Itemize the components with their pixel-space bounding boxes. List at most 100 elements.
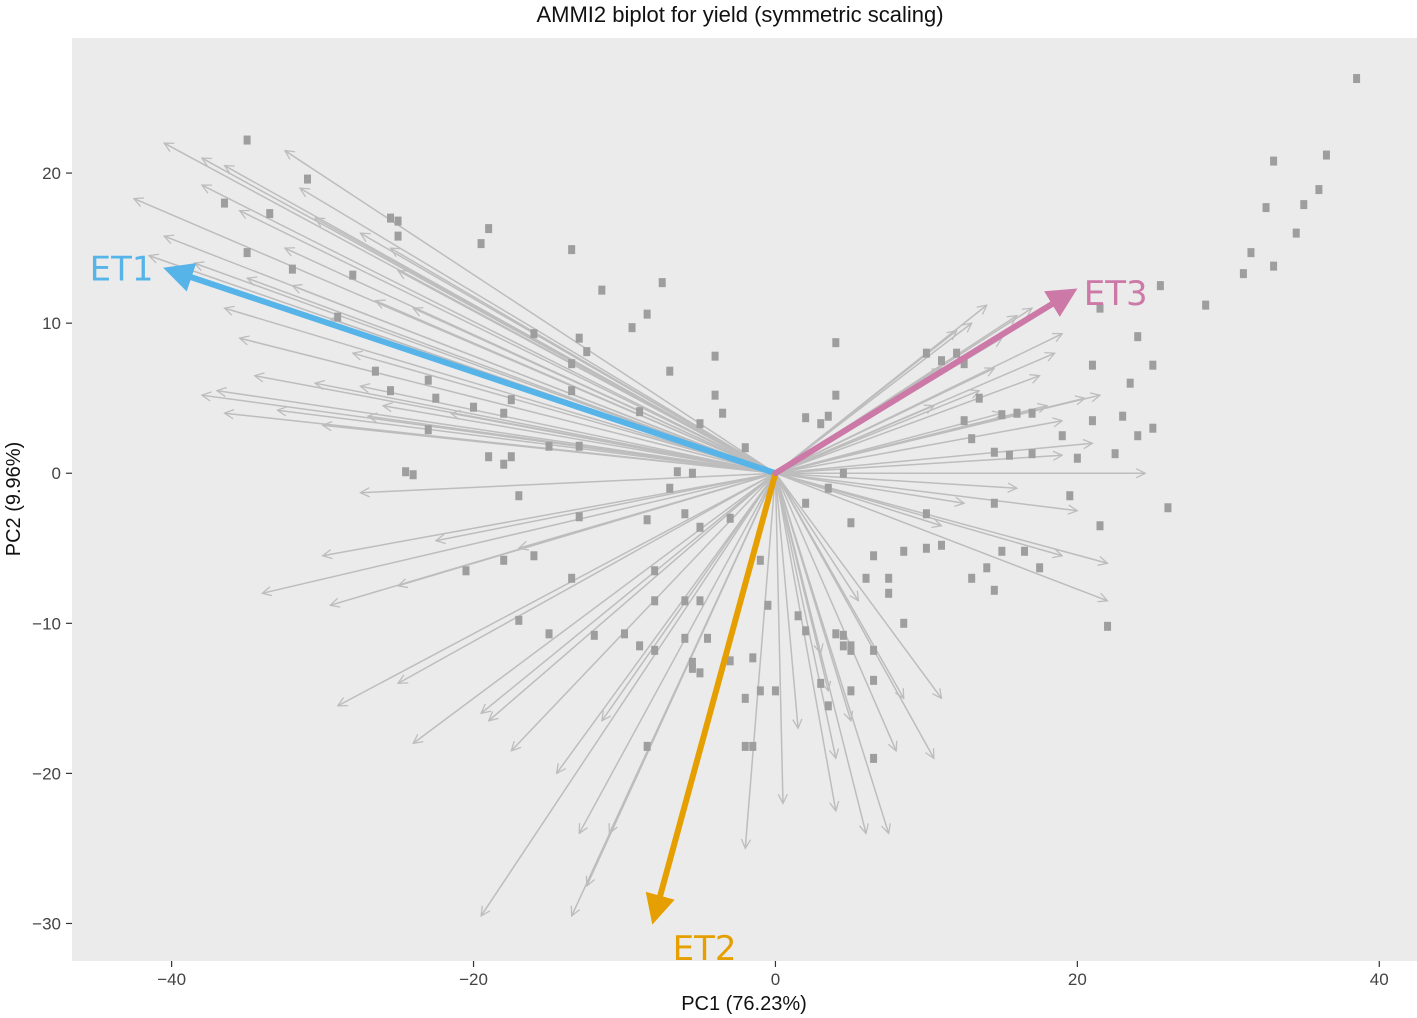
genotype-vector [774,473,783,803]
genotype-point [870,551,878,561]
genotype-vector [775,472,1062,556]
genotype-point [243,135,251,145]
genotype-point [666,366,674,376]
genotype-point [424,425,432,435]
genotype-point [741,741,749,751]
genotype-vector [451,413,776,474]
genotype-point [371,366,379,376]
genotype-points [220,74,1361,763]
genotype-point [500,555,508,565]
genotype-point [545,441,553,451]
genotype-vector [481,472,777,916]
environment-vectors: ET1 ET2 ET3 [90,250,1148,969]
genotype-point [802,626,810,636]
genotype-point [794,611,802,621]
genotype-point [666,483,674,493]
genotype-vector [285,248,776,474]
genotype-point [802,498,810,508]
genotype-point [688,657,696,667]
genotype-point [432,393,440,403]
genotype-point [990,498,998,508]
genotype-point [990,447,998,457]
genotype-point [1292,228,1300,238]
genotype-point [937,356,945,366]
genotype-point [764,600,772,610]
genotype-point [1126,378,1134,388]
genotype-point [568,573,576,583]
x-tick-label: 20 [1068,970,1087,989]
genotype-point [756,555,764,565]
genotype-vector [775,472,1077,511]
genotype-vector [315,383,776,474]
genotype-point [847,686,855,696]
genotype-point [900,618,908,628]
genotype-point [711,390,719,400]
genotype-point [983,563,991,573]
genotype-point [696,419,704,429]
genotype-point [1149,360,1157,370]
genotype-vector [413,472,776,743]
genotype-vector [775,472,1017,488]
chart-title: AMMI2 biplot for yield (symmetric scalin… [536,2,944,27]
genotype-point [387,213,395,223]
genotype-vector [202,184,776,474]
genotype-point [598,285,606,295]
genotype-point [651,645,659,655]
genotype-vector [353,353,776,474]
genotype-vector [368,416,776,474]
genotype-point [998,546,1006,556]
y-tick-label: −10 [32,614,61,633]
genotype-vector [262,472,776,593]
env-label-et2: ET2 [673,929,737,969]
genotype-point [832,390,840,400]
genotype-point [1247,248,1255,258]
genotype-vector [398,271,776,474]
genotype-point [832,629,840,639]
genotype-point [628,323,636,333]
genotype-point [424,375,432,385]
y-tick-label: −20 [32,764,61,783]
genotype-point [1104,621,1112,631]
genotype-point [1149,423,1157,433]
genotype-vector [774,472,858,601]
genotype-vector [745,473,777,848]
genotype-vector [360,472,776,493]
genotype-point [485,224,493,234]
genotype-point [1239,269,1247,279]
y-tick-label: 20 [42,164,61,183]
genotype-point [1021,546,1029,556]
genotype-vector [481,472,776,713]
env-label-et3: ET3 [1084,274,1148,314]
genotype-vector [277,410,776,474]
genotype-vector [775,406,934,474]
genotype-point [719,408,727,418]
genotype-vector [519,472,776,548]
genotype-point [1058,431,1066,441]
genotype-vector [774,473,820,653]
genotype-point [636,641,644,651]
genotype-point [817,678,825,688]
genotype-vector [775,376,1039,474]
genotype-point [839,641,847,651]
genotype-point [658,278,666,288]
genotype-vector [774,473,835,811]
y-tick-label: 0 [52,464,61,483]
genotype-point [500,459,508,469]
genotype-point [696,522,704,532]
genotype-point [530,551,538,561]
genotype-vector [774,472,896,751]
genotype-point [673,467,681,477]
genotype-point [696,668,704,678]
genotype-vector [391,248,776,474]
genotype-vector [774,472,941,698]
genotype-point [1134,332,1142,342]
env-label-et1: ET1 [90,250,154,290]
genotype-vector [292,286,776,474]
genotype-point [741,693,749,703]
genotype-point [1088,416,1096,426]
genotype-point [568,245,576,255]
env-vector-et1 [163,263,779,477]
genotype-point [530,329,538,339]
genotype-point [847,641,855,651]
genotype-point [636,407,644,417]
